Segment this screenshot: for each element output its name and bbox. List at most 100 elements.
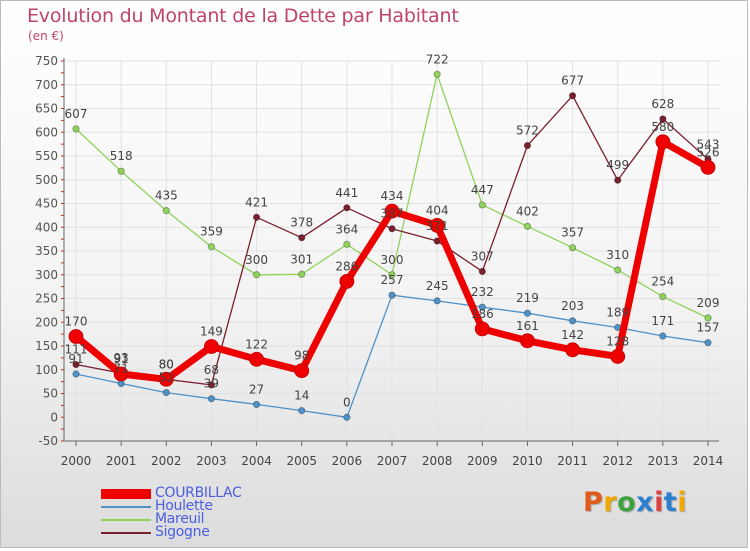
y-tick-label: 50 bbox=[43, 387, 58, 401]
x-tick-label: 2003 bbox=[196, 454, 227, 468]
data-label-houlette: 39 bbox=[204, 377, 219, 391]
data-point-houlette bbox=[568, 317, 577, 325]
y-tick-label: 650 bbox=[35, 102, 58, 116]
data-point-mareuil bbox=[659, 292, 667, 301]
data-point-mareuil bbox=[388, 271, 396, 279]
data-point-mareuil bbox=[207, 243, 216, 251]
x-tick-label: 2006 bbox=[332, 454, 363, 468]
data-point-mareuil bbox=[72, 125, 80, 133]
data-label-courbillac: 434 bbox=[381, 189, 404, 203]
y-tick-label: 200 bbox=[35, 315, 58, 329]
y-tick-label: 400 bbox=[35, 220, 58, 234]
legend-swatch bbox=[101, 532, 151, 534]
data-point-mareuil bbox=[704, 314, 712, 322]
data-point-sigogne bbox=[252, 213, 261, 221]
data-label-sigogne: 307 bbox=[471, 249, 494, 263]
data-point-houlette bbox=[433, 297, 441, 305]
legend-label: Sigogne bbox=[155, 524, 210, 540]
data-label-mareuil: 364 bbox=[335, 222, 358, 236]
data-label-courbillac: 128 bbox=[606, 334, 629, 348]
data-point-sigogne bbox=[523, 141, 532, 150]
data-label-sigogne: 441 bbox=[335, 186, 358, 200]
y-tick-label: 750 bbox=[35, 54, 58, 68]
data-point-courbillac bbox=[565, 342, 580, 358]
data-label-houlette: 245 bbox=[426, 279, 449, 293]
y-tick-label: -50 bbox=[38, 434, 58, 448]
data-label-sigogne: 371 bbox=[426, 219, 449, 233]
x-tick-label: 2012 bbox=[602, 454, 633, 468]
x-tick-label: 2004 bbox=[241, 454, 272, 468]
x-tick-label: 2014 bbox=[693, 454, 724, 468]
data-point-mareuil bbox=[568, 244, 577, 252]
y-tick-label: 350 bbox=[35, 244, 58, 258]
data-point-courbillac bbox=[113, 366, 129, 382]
data-point-sigogne bbox=[568, 92, 577, 100]
data-point-mareuil bbox=[523, 222, 532, 230]
x-tick-label: 2009 bbox=[467, 454, 498, 468]
data-point-courbillac bbox=[158, 371, 174, 387]
data-point-mareuil bbox=[614, 266, 622, 274]
data-label-houlette: 203 bbox=[561, 299, 584, 313]
data-point-houlette bbox=[162, 388, 170, 397]
legend-label: COURBILLAC bbox=[155, 485, 242, 501]
data-label-courbillac: 91 bbox=[114, 352, 129, 366]
data-label-houlette: 257 bbox=[381, 273, 404, 287]
data-label-sigogne: 572 bbox=[516, 124, 539, 138]
y-tick-label: 700 bbox=[35, 78, 58, 92]
data-point-houlette bbox=[659, 332, 667, 340]
data-point-houlette bbox=[207, 395, 216, 403]
logo-letter: o bbox=[617, 487, 637, 518]
data-label-sigogne: 628 bbox=[651, 97, 674, 111]
data-label-mareuil: 402 bbox=[516, 204, 539, 218]
x-tick-label: 2000 bbox=[61, 454, 92, 468]
data-label-mareuil: 518 bbox=[110, 149, 133, 163]
data-point-mareuil bbox=[343, 240, 351, 248]
data-label-mareuil: 435 bbox=[155, 189, 178, 203]
data-label-sigogne: 499 bbox=[606, 158, 629, 172]
y-tick-label: 250 bbox=[35, 292, 58, 306]
data-point-sigogne bbox=[343, 204, 351, 212]
x-tick-label: 2001 bbox=[106, 454, 137, 468]
data-label-houlette: 232 bbox=[471, 285, 494, 299]
data-point-houlette bbox=[343, 413, 351, 421]
x-tick-label: 2002 bbox=[151, 454, 182, 468]
data-point-sigogne bbox=[298, 234, 306, 242]
y-tick-label: 0 bbox=[50, 410, 58, 424]
data-point-courbillac bbox=[655, 134, 671, 150]
data-point-sigogne bbox=[478, 267, 486, 276]
data-label-houlette: 27 bbox=[249, 382, 264, 396]
data-label-courbillac: 142 bbox=[561, 328, 584, 342]
data-label-houlette: 91 bbox=[68, 352, 83, 366]
logo-letter: i bbox=[654, 487, 664, 518]
data-label-sigogne: 397 bbox=[381, 207, 404, 221]
x-tick-label: 2005 bbox=[286, 454, 317, 468]
data-point-courbillac bbox=[384, 203, 400, 219]
data-label-courbillac: 580 bbox=[651, 120, 674, 134]
y-tick-label: 550 bbox=[35, 149, 58, 163]
data-label-mareuil: 722 bbox=[426, 52, 449, 66]
data-point-courbillac bbox=[339, 273, 355, 289]
data-point-houlette bbox=[388, 291, 396, 299]
logo-letter: x bbox=[636, 487, 655, 518]
data-label-courbillac: 161 bbox=[516, 319, 539, 333]
data-label-mareuil: 359 bbox=[200, 225, 223, 239]
data-label-houlette: 171 bbox=[651, 314, 674, 328]
data-point-courbillac bbox=[249, 351, 264, 367]
data-point-sigogne bbox=[72, 360, 80, 369]
data-point-sigogne bbox=[659, 115, 667, 123]
y-tick-label: 500 bbox=[35, 173, 58, 187]
logo-letter: P bbox=[583, 487, 604, 518]
x-tick-label: 2010 bbox=[512, 454, 543, 468]
data-point-houlette bbox=[72, 370, 80, 378]
data-point-mareuil bbox=[298, 270, 306, 278]
data-point-mareuil bbox=[433, 70, 441, 78]
data-label-courbillac: 404 bbox=[426, 203, 449, 217]
data-point-courbillac bbox=[700, 159, 716, 175]
data-point-courbillac bbox=[204, 339, 219, 354]
data-label-houlette: 0 bbox=[343, 395, 351, 409]
data-point-sigogne bbox=[614, 176, 622, 184]
y-tick-label: 600 bbox=[35, 125, 58, 139]
data-label-sigogne: 80 bbox=[159, 357, 174, 371]
data-label-mareuil: 447 bbox=[471, 183, 494, 197]
